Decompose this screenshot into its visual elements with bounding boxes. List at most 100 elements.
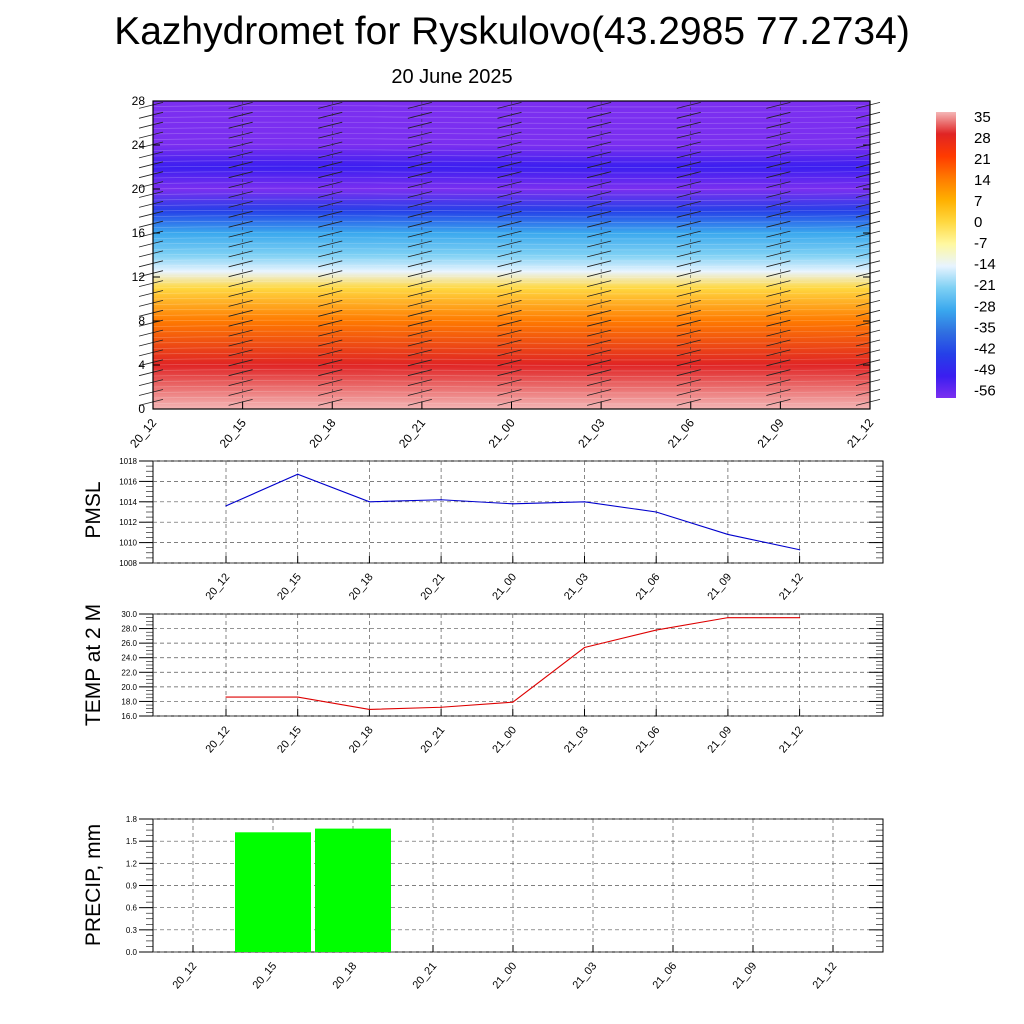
data-point bbox=[440, 706, 442, 708]
x-tick-label: 20_21 bbox=[419, 571, 448, 602]
wind-barb bbox=[318, 161, 343, 169]
data-point bbox=[512, 701, 514, 703]
wind-barb bbox=[318, 210, 343, 218]
wind-barb bbox=[138, 329, 164, 337]
contour-line bbox=[152, 143, 871, 146]
wind-barb bbox=[855, 329, 881, 337]
wind-barb-column bbox=[587, 101, 612, 409]
x-tick-label: 21_06 bbox=[634, 724, 663, 755]
wind-barb bbox=[138, 260, 164, 268]
contour-line bbox=[152, 336, 871, 339]
contour-line bbox=[152, 330, 871, 333]
wind-barb bbox=[228, 280, 253, 287]
wind-barb bbox=[138, 369, 164, 377]
wind-barb bbox=[676, 220, 701, 228]
wind-barb bbox=[587, 240, 612, 248]
wind-barb bbox=[228, 329, 253, 337]
y-tick-label: 1014 bbox=[119, 498, 137, 507]
wind-barb bbox=[855, 280, 881, 287]
wind-barb bbox=[497, 300, 522, 307]
wind-barb bbox=[228, 389, 253, 396]
colorbar: 35 28 21 14 7 0 -7 -14 -21 -28 -35 -42 -49 -56 bbox=[936, 109, 996, 399]
wind-barb bbox=[138, 339, 164, 347]
x-tick-label: 21_03 bbox=[570, 960, 599, 991]
wind-barb bbox=[587, 102, 612, 109]
wind-barb bbox=[766, 240, 791, 248]
contour-line bbox=[152, 319, 871, 322]
wind-barb bbox=[676, 369, 701, 377]
wind-barb bbox=[318, 111, 343, 119]
wind-barb bbox=[855, 389, 881, 396]
wind-barb bbox=[318, 389, 343, 396]
y-tick-label: 12 bbox=[132, 270, 146, 284]
wind-barb bbox=[228, 121, 253, 129]
wind-barb bbox=[766, 399, 791, 406]
wind-barb bbox=[676, 111, 701, 119]
y-tick-label: 26.0 bbox=[121, 639, 137, 648]
y-tick-label: 1008 bbox=[119, 559, 137, 568]
data-point bbox=[583, 501, 586, 503]
colorbar-label: -7 bbox=[974, 235, 987, 252]
y-tick-label: 22.0 bbox=[121, 668, 137, 677]
contour-line bbox=[152, 226, 871, 229]
wind-barb bbox=[676, 201, 701, 208]
x-tick-label: 21_06 bbox=[650, 960, 679, 991]
x-tick-label: 21_09 bbox=[754, 416, 786, 451]
wind-barb bbox=[407, 121, 432, 129]
colorbar-label: 28 bbox=[974, 130, 991, 147]
data-point bbox=[655, 511, 657, 513]
wind-barb bbox=[855, 220, 881, 228]
wind-barb bbox=[407, 339, 432, 347]
contour-line bbox=[152, 149, 871, 152]
wind-barb bbox=[407, 260, 432, 268]
wind-barb bbox=[855, 270, 881, 278]
wind-barb bbox=[318, 260, 343, 268]
wind-barb bbox=[587, 290, 612, 297]
wind-barb bbox=[676, 379, 701, 386]
y-tick-label: 20.0 bbox=[121, 683, 137, 692]
y-tick-label: 16 bbox=[132, 226, 146, 240]
wind-barb bbox=[138, 191, 164, 198]
x-tick-label: 20_21 bbox=[396, 416, 428, 451]
wind-barb bbox=[766, 309, 791, 317]
wind-barb bbox=[228, 181, 253, 188]
wind-barb bbox=[407, 141, 432, 149]
x-tick-label: 21_00 bbox=[486, 416, 518, 451]
wind-barb bbox=[766, 210, 791, 218]
contour-line bbox=[152, 281, 871, 284]
wind-barb bbox=[587, 111, 612, 119]
page-subtitle: 20 June 2025 bbox=[391, 66, 513, 88]
wind-barb bbox=[228, 309, 253, 317]
colorbar-label: 0 bbox=[974, 214, 982, 231]
wind-barb bbox=[138, 290, 164, 297]
panel-frame bbox=[152, 460, 884, 564]
wind-barb bbox=[318, 349, 343, 357]
wind-barb bbox=[407, 359, 432, 367]
wind-barb bbox=[318, 399, 343, 406]
wind-barb bbox=[766, 250, 791, 258]
wind-barb bbox=[318, 131, 343, 139]
wind-barb bbox=[318, 201, 343, 208]
wind-barb bbox=[138, 131, 164, 139]
wind-barb bbox=[407, 270, 432, 278]
wind-barb bbox=[228, 240, 253, 248]
contour-line bbox=[152, 231, 871, 234]
contour-line bbox=[152, 264, 871, 267]
contour-line bbox=[152, 237, 871, 240]
wind-barb bbox=[855, 240, 881, 248]
wind-barb bbox=[855, 359, 881, 367]
wind-barb bbox=[676, 399, 701, 406]
cross-section-chart: 0 4 8 12 16 20 24 28 20_12 20_15 20_18 20_21 21_00 21… bbox=[127, 94, 881, 451]
wind-barb bbox=[138, 389, 164, 396]
wind-barb bbox=[228, 339, 253, 347]
x-tick-label: 20_15 bbox=[275, 571, 304, 602]
wind-barb bbox=[855, 300, 881, 307]
wind-barb bbox=[407, 319, 432, 327]
wind-barb bbox=[766, 349, 791, 357]
wind-barb bbox=[138, 181, 164, 188]
wind-barb bbox=[138, 349, 164, 357]
wind-barb bbox=[587, 359, 612, 367]
wind-barb bbox=[228, 161, 253, 169]
precip-chart: 0.0 0.3 0.6 0.9 1.2 1.5 1.8 20_12 20_15 20_18 20_2… bbox=[82, 815, 884, 991]
